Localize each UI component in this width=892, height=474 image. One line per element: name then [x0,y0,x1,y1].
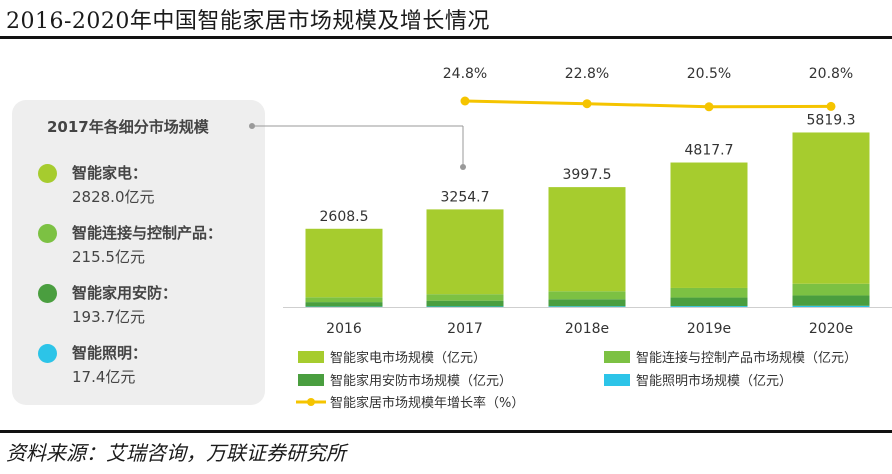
bar-segment [306,229,383,298]
x-tick-label: 2019e [687,321,731,337]
growth-line [465,101,831,107]
bar-segment [549,187,626,291]
bar-segment [793,306,870,307]
source-note: 资料来源：艾瑞咨询，万联证券研究所 [6,437,346,466]
legend-label: 智能家用安防市场规模（亿元） [330,373,512,389]
legend-label: 智能连接与控制产品市场规模（亿元） [636,350,857,366]
bar-segment [549,306,626,307]
legend-swatch [298,374,324,386]
growth-point [827,102,836,111]
growth-label: 20.5% [687,66,731,82]
bar-segment [671,306,748,307]
bar-total-label: 5819.3 [807,112,856,128]
bar-total-label: 3997.5 [563,167,612,183]
legend-label: 智能照明市场规模（亿元） [636,373,792,389]
bar-segment [671,288,748,298]
x-tick-label: 2018e [565,321,609,337]
growth-label: 24.8% [443,66,487,82]
legend-label: 智能家居市场规模年增长率（%） [330,395,524,411]
legend-swatch [298,351,324,363]
x-tick-label: 2017 [447,321,483,337]
x-tick-label: 2016 [326,321,362,337]
legend-swatch [604,374,630,386]
bar-segment [793,132,870,283]
bar-segment [427,209,504,294]
bar-segment [427,301,504,307]
bar-total-label: 3254.7 [441,189,490,205]
x-tick-label: 2020e [809,321,853,337]
bar-segment [306,297,383,302]
source-rule [0,430,892,433]
bar-segment [427,294,504,300]
bar-total-label: 4817.7 [685,143,734,159]
growth-point [583,99,592,108]
growth-label: 20.8% [809,66,853,82]
bar-segment [793,284,870,296]
bar-segment [671,298,748,307]
bar-segment [549,291,626,299]
growth-point [461,97,470,106]
connector-dot [249,123,255,129]
bar-segment [427,306,504,307]
connector-dot [460,164,466,170]
bar-total-label: 2608.5 [320,209,369,225]
legend-label: 智能家电市场规模（亿元） [330,350,486,366]
legend-swatch [604,351,630,363]
bar-segment [793,295,870,305]
bar-segment [549,299,626,306]
growth-point [705,102,714,111]
bar-chart: 2608.5 2016 3254.7 2017 3997.5 2018e 4817.7 201… [0,0,892,474]
legend-swatch-marker [307,398,315,406]
bar-segment [306,302,383,306]
growth-label: 22.8% [565,66,609,82]
bar-segment [671,163,748,288]
